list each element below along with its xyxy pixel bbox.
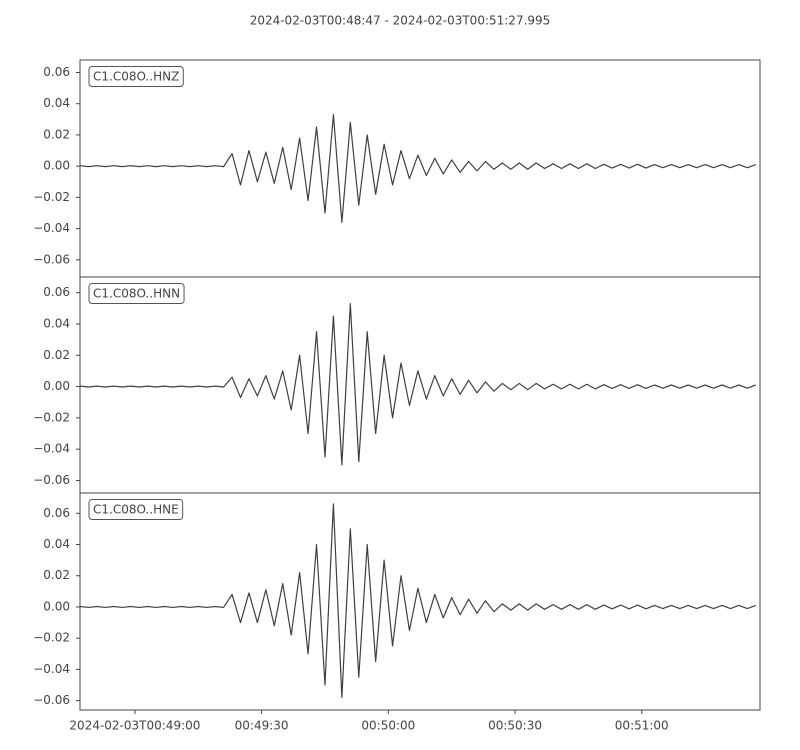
y-tick-label: 0.02 — [43, 348, 70, 362]
waveform — [79, 503, 757, 699]
y-tick-label: −0.06 — [33, 473, 70, 487]
y-tick-label: 0.00 — [43, 379, 70, 393]
y-tick-label: −0.06 — [33, 252, 70, 266]
trace-label: C1.C08O..HNZ — [93, 70, 179, 84]
chart-title: 2024-02-03T00:48:47 - 2024-02-03T00:51:2… — [250, 14, 551, 28]
y-tick-label: −0.04 — [33, 442, 70, 456]
y-tick-label: −0.04 — [33, 662, 70, 676]
trace-label: C1.C08O..HNE — [93, 503, 179, 517]
y-tick-label: 0.06 — [43, 506, 70, 520]
y-tick-label: −0.02 — [33, 410, 70, 424]
waveform — [79, 114, 757, 223]
y-tick-label: 0.00 — [43, 159, 70, 173]
waveform — [79, 303, 757, 466]
y-tick-label: −0.06 — [33, 693, 70, 707]
x-tick-label: 00:50:30 — [488, 719, 542, 733]
x-tick-label: 00:50:00 — [361, 719, 415, 733]
x-tick-label: 00:51:00 — [615, 719, 669, 733]
trace-label-box — [88, 283, 185, 304]
y-tick-label: −0.04 — [33, 221, 70, 235]
trace-label-box — [88, 66, 184, 87]
y-tick-label: 0.02 — [43, 568, 70, 582]
panel-frame — [79, 492, 761, 711]
y-tick-label: −0.02 — [33, 190, 70, 204]
y-tick-label: 0.04 — [43, 96, 70, 110]
x-tick-label: 2024-02-03T00:49:00 — [69, 719, 200, 733]
y-tick-label: 0.06 — [43, 285, 70, 299]
x-tick-label: 00:49:30 — [235, 719, 289, 733]
y-tick-label: 0.00 — [43, 599, 70, 613]
y-tick-label: −0.02 — [33, 631, 70, 645]
y-tick-label: 0.06 — [43, 65, 70, 79]
trace-label-box — [88, 499, 184, 520]
y-tick-label: 0.04 — [43, 316, 70, 330]
y-tick-label: 0.02 — [43, 127, 70, 141]
y-tick-label: 0.04 — [43, 537, 70, 551]
trace-label: C1.C08O..HNN — [93, 287, 180, 301]
